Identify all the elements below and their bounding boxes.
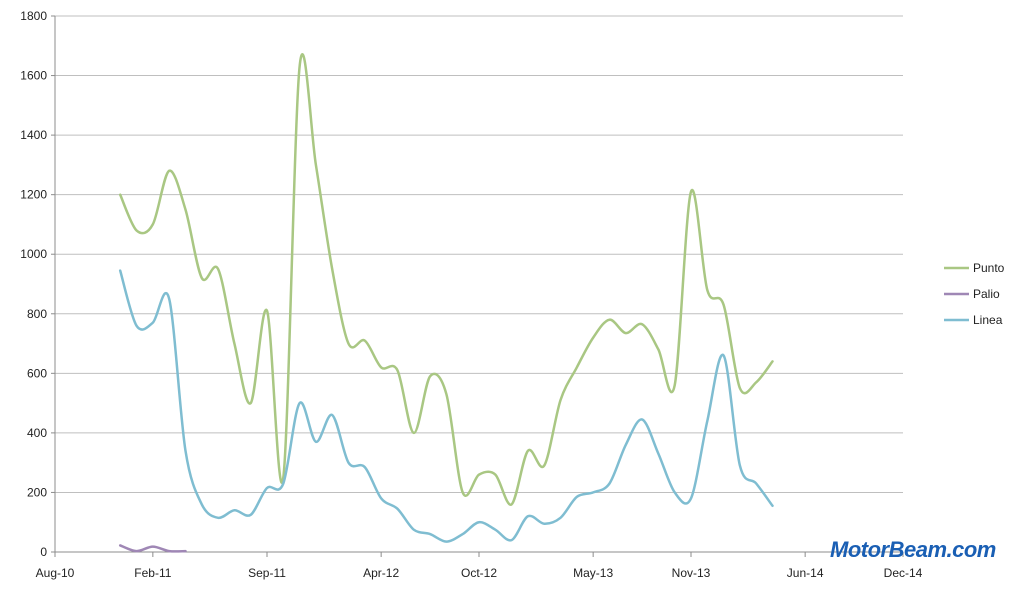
- x-tick-label: Sep-11: [248, 566, 286, 580]
- watermark-logo: MotorBeam.com: [830, 537, 996, 562]
- series-line-linea: [118, 269, 774, 543]
- x-tick-label: Nov-13: [672, 566, 711, 580]
- series-lines: [118, 53, 774, 553]
- x-axis-ticks: Aug-10 Feb-11 Sep-11 Apr-12 Oct-12 May-13 Nov-…: [36, 552, 923, 580]
- x-tick-label: Oct-12: [461, 566, 497, 580]
- y-tick-label: 600: [27, 366, 47, 380]
- legend-label-linea: Linea: [973, 313, 1003, 327]
- y-tick-label: 800: [27, 307, 47, 321]
- y-tick-label: 1200: [20, 188, 47, 202]
- legend-label-palio: Palio: [973, 287, 1000, 301]
- legend-label-punto: Punto: [973, 261, 1005, 275]
- x-tick-label: Feb-11: [134, 566, 171, 580]
- x-tick-label: Jun-14: [787, 566, 824, 580]
- y-tick-label: 1000: [20, 247, 47, 261]
- series-line-palio: [118, 544, 187, 553]
- x-tick-label: May-13: [573, 566, 613, 580]
- x-tick-label: Dec-14: [884, 566, 923, 580]
- y-tick-label: 0: [40, 545, 47, 559]
- x-tick-label: Apr-12: [363, 566, 399, 580]
- y-tick-label: 200: [27, 485, 47, 499]
- y-tick-label: 1600: [20, 69, 47, 83]
- y-tick-label: 1800: [20, 9, 47, 23]
- axes: [54, 16, 903, 553]
- x-tick-label: Aug-10: [36, 566, 75, 580]
- legend: Punto Palio Linea: [944, 261, 1005, 327]
- y-axis-ticks: 0 200 400 600 800 1000 1200 1400 1600 1800: [20, 9, 55, 559]
- y-tick-label: 1400: [20, 128, 47, 142]
- series-line-punto: [118, 53, 774, 506]
- y-tick-label: 400: [27, 426, 47, 440]
